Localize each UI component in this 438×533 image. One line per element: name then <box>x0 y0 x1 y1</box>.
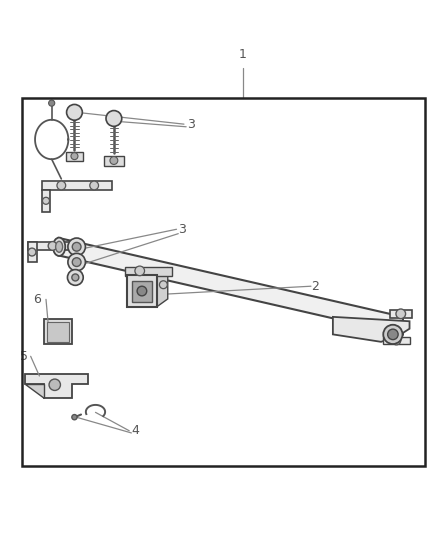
Polygon shape <box>333 317 410 342</box>
Polygon shape <box>25 374 88 398</box>
Circle shape <box>72 258 81 266</box>
Polygon shape <box>59 238 403 334</box>
Circle shape <box>90 181 99 190</box>
Circle shape <box>137 286 147 296</box>
Polygon shape <box>25 384 44 398</box>
Bar <box>47 322 69 342</box>
Circle shape <box>68 253 85 271</box>
Text: 3: 3 <box>178 223 186 236</box>
Circle shape <box>110 157 118 165</box>
Text: 4: 4 <box>132 424 140 437</box>
Circle shape <box>106 110 122 126</box>
Polygon shape <box>28 243 79 250</box>
Circle shape <box>388 329 398 340</box>
Circle shape <box>72 243 81 251</box>
Circle shape <box>396 309 406 319</box>
Circle shape <box>49 379 60 391</box>
Bar <box>104 156 124 166</box>
Ellipse shape <box>53 238 65 256</box>
Polygon shape <box>42 190 50 212</box>
Circle shape <box>57 181 66 190</box>
Polygon shape <box>383 336 410 344</box>
Text: 2: 2 <box>311 280 319 293</box>
Bar <box>132 280 152 302</box>
Circle shape <box>159 281 167 289</box>
Ellipse shape <box>56 241 63 252</box>
Polygon shape <box>28 243 37 262</box>
Bar <box>127 275 157 307</box>
Text: 6: 6 <box>33 293 41 306</box>
Bar <box>66 152 83 161</box>
Circle shape <box>383 325 403 344</box>
Circle shape <box>71 152 78 159</box>
Polygon shape <box>42 181 112 190</box>
Circle shape <box>72 415 77 420</box>
Circle shape <box>392 336 401 345</box>
Circle shape <box>67 270 83 285</box>
Text: 3: 3 <box>187 118 194 131</box>
Circle shape <box>68 238 85 255</box>
Circle shape <box>28 248 36 256</box>
Circle shape <box>49 100 55 106</box>
Bar <box>22 98 425 466</box>
Circle shape <box>48 241 57 251</box>
Bar <box>125 266 172 276</box>
Text: 1: 1 <box>239 48 247 61</box>
Polygon shape <box>157 268 168 307</box>
Circle shape <box>72 274 79 281</box>
Text: 5: 5 <box>20 350 28 363</box>
Bar <box>44 319 72 344</box>
Circle shape <box>42 197 49 204</box>
Circle shape <box>67 104 82 120</box>
Circle shape <box>135 266 145 276</box>
Polygon shape <box>390 310 412 318</box>
